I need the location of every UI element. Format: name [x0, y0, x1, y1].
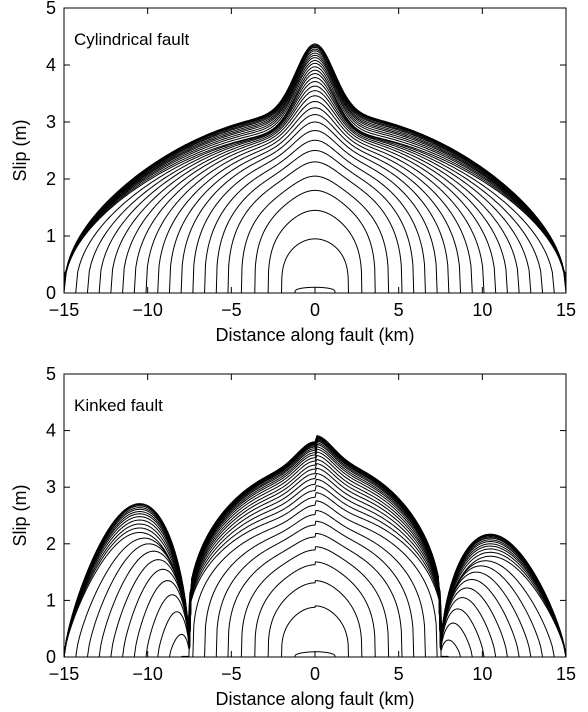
- slip-profile-line: [180, 492, 450, 658]
- panel-cylindrical: −15 −10 −5 0 5 10 15 0 1 2 3 4 5 Cylindrical fault D…: [10, 0, 576, 345]
- y-tick-label: 1: [46, 590, 56, 610]
- slip-profile-line: [281, 238, 349, 294]
- x-tick-label: 0: [310, 300, 320, 320]
- slip-profile-line: [254, 561, 376, 658]
- slip-profile-line: [75, 448, 555, 658]
- slip-profile-line: [98, 454, 532, 658]
- slip-profile-line: [145, 472, 485, 658]
- y-tick-label: 3: [46, 112, 56, 132]
- slip-profile-line: [63, 437, 567, 658]
- slip-profile-line: [122, 462, 508, 658]
- slip-profile-line: [63, 439, 567, 658]
- slip-profile-line: [86, 77, 544, 294]
- slip-profile-line: [63, 45, 567, 277]
- y-tick-label: 2: [46, 534, 56, 554]
- slip-profile-line: [63, 43, 567, 276]
- slip-profile-line: [227, 532, 403, 658]
- x-tick-label: 10: [472, 664, 492, 684]
- x-axis-label: Distance along fault (km): [215, 325, 414, 345]
- slip-profile-line: [168, 114, 462, 294]
- slip-profile-line: [63, 48, 567, 278]
- slip-curves: [63, 435, 567, 658]
- x-tick-label: −15: [49, 664, 80, 684]
- x-tick-label: 5: [394, 300, 404, 320]
- slip-profile-line: [63, 66, 567, 291]
- slip-profile-line: [63, 54, 567, 282]
- slip-profile-line: [63, 69, 567, 294]
- slip-profile-line: [63, 446, 567, 658]
- slip-profile-line: [63, 440, 567, 658]
- x-tick-label: 5: [394, 664, 404, 684]
- slip-profile-line: [267, 580, 363, 658]
- x-tick-label: −5: [221, 664, 242, 684]
- slip-profile-line: [168, 485, 462, 658]
- slip-profile-line: [75, 73, 555, 294]
- slip-profile-line: [240, 546, 390, 658]
- x-tick-label: −10: [132, 664, 163, 684]
- x-tick-label: −5: [221, 300, 242, 320]
- plot-frame: [63, 373, 567, 658]
- slip-profile-line: [63, 44, 567, 276]
- slip-profile-line: [192, 130, 438, 294]
- slip-profile-line: [63, 443, 567, 658]
- x-axis-label: Distance along fault (km): [215, 689, 414, 709]
- slip-profile-line: [63, 59, 567, 286]
- slip-profile-line: [110, 85, 520, 294]
- y-tick-label: 3: [46, 477, 56, 497]
- slip-profile-line: [267, 209, 363, 294]
- slip-profile-line: [63, 52, 567, 280]
- slip-profile-line: [63, 50, 567, 279]
- slip-profile-line: [63, 437, 567, 658]
- y-tick-label: 0: [46, 647, 56, 667]
- x-tick-label: 15: [556, 664, 576, 684]
- slip-profile-line: [122, 90, 508, 294]
- slip-profile-line: [133, 467, 497, 658]
- slip-profile-line: [157, 107, 473, 294]
- x-tick-label: 10: [472, 300, 492, 320]
- panel-kinked: −15 −10 −5 0 5 10 15 0 1 2 3 4 5 Kinked fault Distan…: [10, 364, 576, 709]
- slip-profile-line: [63, 442, 567, 658]
- y-tick-label: 2: [46, 169, 56, 189]
- x-tick-label: 0: [310, 664, 320, 684]
- y-tick-label: 4: [46, 421, 56, 441]
- slip-profile-line: [157, 478, 473, 658]
- slip-profile-line: [145, 100, 485, 294]
- slip-profile-line: [240, 175, 390, 294]
- slip-profile-line: [215, 149, 415, 294]
- slip-profile-line: [204, 509, 426, 658]
- slip-profile-line: [63, 436, 567, 658]
- y-tick-label: 0: [46, 283, 56, 303]
- x-tick-label: −15: [49, 300, 80, 320]
- slip-profile-line: [86, 451, 544, 658]
- slip-profile-line: [63, 435, 567, 658]
- slip-profile-line: [133, 95, 497, 294]
- y-tick-label: 1: [46, 226, 56, 246]
- slip-profile-line: [215, 520, 415, 658]
- slip-curves: [63, 43, 567, 294]
- slip-profile-line: [63, 62, 567, 288]
- slip-profile-line: [227, 161, 403, 294]
- slip-profile-line: [204, 139, 426, 294]
- y-axis-label: Slip (m): [10, 485, 30, 547]
- slip-profile-line: [63, 435, 567, 658]
- y-tick-label: 4: [46, 55, 56, 75]
- slip-profile-line: [192, 500, 438, 658]
- y-tick-label: 5: [46, 364, 56, 384]
- axis-ticks: −15 −10 −5 0 5 10 15 0 1 2 3 4 5: [46, 0, 576, 320]
- x-tick-label: 15: [556, 300, 576, 320]
- panel-title: Kinked fault: [74, 396, 163, 415]
- slip-profile-line: [281, 605, 349, 658]
- axis-ticks: −15 −10 −5 0 5 10 15 0 1 2 3 4 5: [46, 364, 576, 684]
- slip-profile-line: [63, 57, 567, 283]
- panel-title: Cylindrical fault: [74, 30, 190, 49]
- slip-profile-line: [180, 121, 450, 294]
- slip-profile-line: [63, 436, 567, 658]
- slip-profile-line: [98, 81, 532, 294]
- slip-profile-line: [254, 189, 376, 294]
- y-axis-label: Slip (m): [10, 120, 30, 182]
- y-tick-label: 5: [46, 0, 56, 18]
- x-tick-label: −10: [132, 300, 163, 320]
